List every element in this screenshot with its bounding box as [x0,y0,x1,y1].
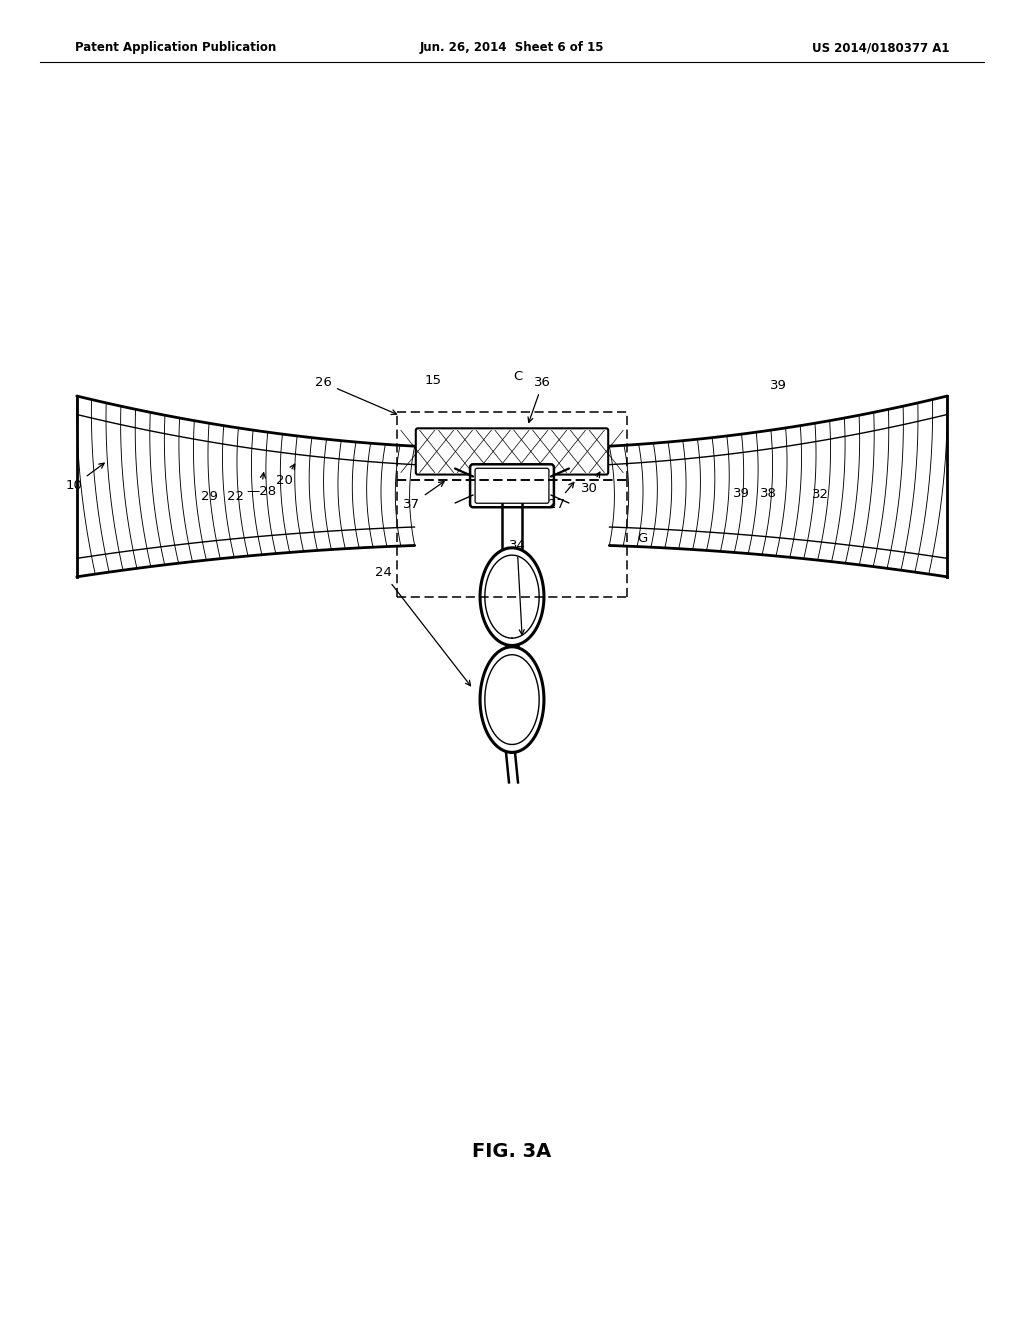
Text: 22: 22 [227,490,245,503]
Text: 39: 39 [770,379,786,392]
Text: 26: 26 [315,376,396,414]
Text: 15: 15 [425,374,442,387]
Text: 32: 32 [812,488,829,502]
Text: 10: 10 [66,463,104,492]
Text: 37: 37 [403,482,444,511]
Text: 29: 29 [201,490,217,503]
Text: 38: 38 [760,487,776,500]
Text: 27: 27 [548,482,573,511]
Text: FIG. 3A: FIG. 3A [472,1142,552,1160]
Text: 30: 30 [582,473,600,495]
Text: 20: 20 [276,465,295,487]
FancyBboxPatch shape [416,428,608,475]
Text: Jun. 26, 2014  Sheet 6 of 15: Jun. 26, 2014 Sheet 6 of 15 [420,41,604,54]
Text: 39: 39 [733,487,750,500]
Text: 24: 24 [375,566,471,686]
Text: US 2014/0180377 A1: US 2014/0180377 A1 [812,41,950,54]
Text: C: C [513,370,522,383]
Text: G: G [637,532,647,545]
Text: —28: —28 [246,473,276,498]
Text: 34: 34 [509,539,525,635]
Text: 36: 36 [528,376,551,422]
FancyBboxPatch shape [470,465,554,507]
Text: Patent Application Publication: Patent Application Publication [75,41,276,54]
FancyBboxPatch shape [475,469,549,503]
